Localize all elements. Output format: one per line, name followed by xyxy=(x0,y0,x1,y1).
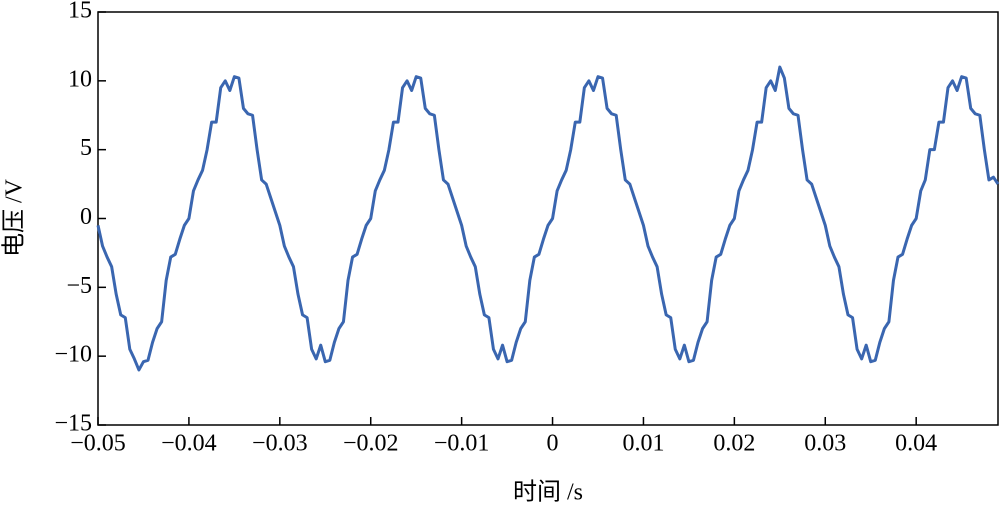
x-tick-label: −0.05 xyxy=(70,431,126,457)
plot-frame xyxy=(97,11,999,426)
x-tick-label: −0.04 xyxy=(161,431,217,457)
x-tick-label: −0.01 xyxy=(434,431,490,457)
y-tick-label: −10 xyxy=(54,342,92,368)
y-tick-label: 0 xyxy=(80,204,92,230)
y-tick-label: 10 xyxy=(68,66,92,92)
x-axis-label: 时间 /s xyxy=(513,479,583,506)
y-tick-label: 5 xyxy=(80,135,92,161)
x-tick-label: 0.04 xyxy=(895,431,937,457)
voltage-line xyxy=(96,65,1000,372)
y-tick-label: 15 xyxy=(68,0,92,24)
x-tick-label: 0.02 xyxy=(713,431,755,457)
x-tick-label: 0.03 xyxy=(804,431,846,457)
y-axis-label: 电压 /V xyxy=(1,178,28,257)
y-tick-label: −15 xyxy=(54,411,92,437)
y-tick-label: −5 xyxy=(66,273,92,299)
x-tick-label: 0 xyxy=(547,431,559,457)
x-tick-label: 0.01 xyxy=(622,431,664,457)
x-tick-label: −0.03 xyxy=(252,431,308,457)
x-tick-label: −0.02 xyxy=(343,431,399,457)
